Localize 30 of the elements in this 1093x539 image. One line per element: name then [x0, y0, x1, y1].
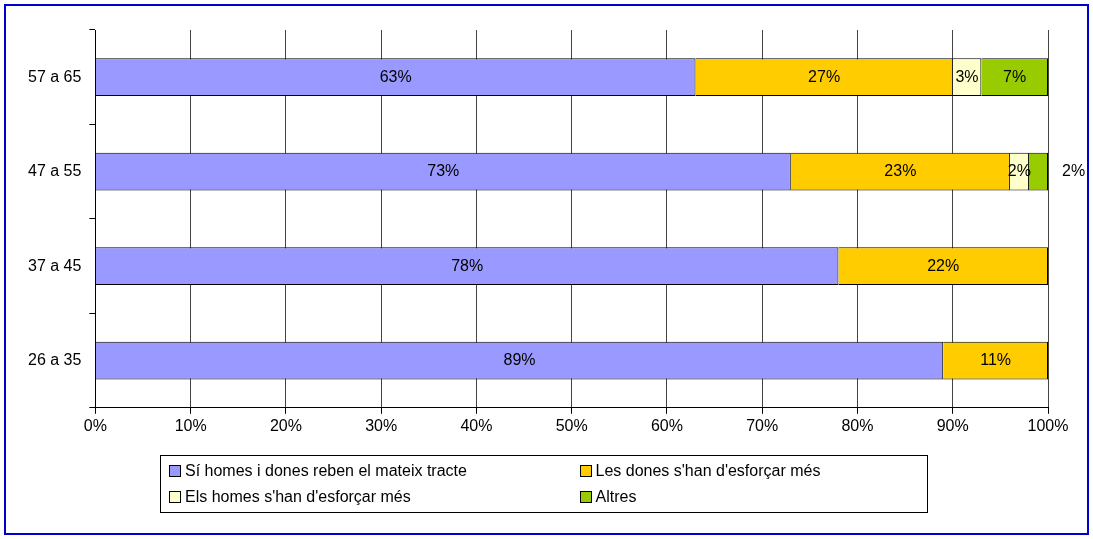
y-tick-label: 37 a 45 [27, 256, 82, 274]
data-label: 73% [427, 162, 460, 180]
data-label: 22% [927, 256, 960, 274]
x-tick-label: 80% [841, 416, 874, 434]
data-label: 7% [1003, 67, 1027, 85]
data-label: 11% [980, 350, 1012, 368]
x-tick-label: 40% [460, 416, 493, 434]
x-tick-label: 90% [936, 416, 969, 434]
legend-label: Els homes s'han d'esforçar més [185, 488, 411, 506]
x-tick-label: 100% [1027, 416, 1069, 434]
data-label: 89% [503, 350, 536, 368]
y-tick-label: 57 a 65 [27, 67, 82, 85]
data-label: 63% [379, 67, 412, 85]
data-label: 2% [1062, 162, 1086, 180]
data-label: 3% [955, 67, 979, 85]
y-tick-label: 47 a 55 [27, 162, 82, 180]
x-tick-label: 0% [83, 416, 107, 434]
y-tick-label: 26 a 35 [27, 350, 82, 368]
x-tick-label: 60% [650, 416, 683, 434]
legend-label: Sí homes i dones reben el mateix tracte [185, 462, 467, 480]
x-tick-label: 30% [365, 416, 398, 434]
x-tick-label: 50% [555, 416, 588, 434]
legend-label: Les dones s'han d'esforçar més [595, 462, 821, 480]
data-label: 27% [808, 67, 841, 85]
x-tick-label: 10% [174, 416, 207, 434]
legend-label: Altres [595, 488, 637, 506]
x-tick-label: 70% [746, 416, 779, 434]
data-label: 23% [884, 162, 917, 180]
data-label: 78% [451, 256, 484, 274]
x-tick-label: 20% [269, 416, 302, 434]
